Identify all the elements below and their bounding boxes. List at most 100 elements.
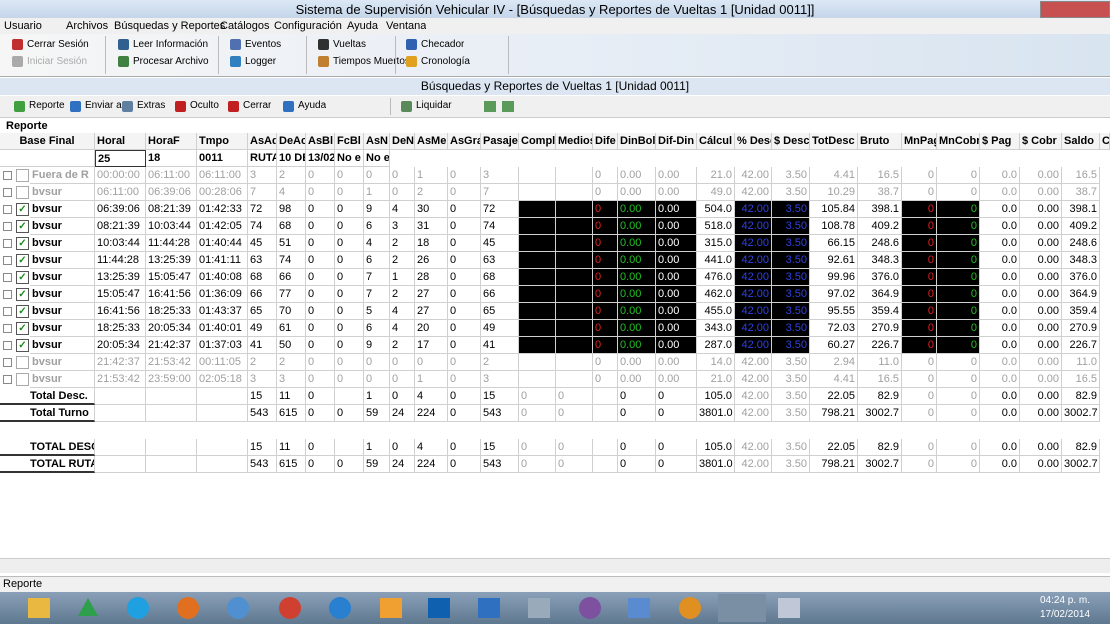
row-checkbox[interactable]: ✓ bbox=[16, 322, 29, 335]
ribbon-button[interactable]: Cerrar Sesión bbox=[27, 39, 89, 50]
ribbon-button[interactable]: Iniciar Sesión bbox=[27, 56, 88, 67]
row-checkbox[interactable] bbox=[16, 169, 29, 182]
column-header[interactable]: Medios bbox=[556, 133, 593, 150]
row-checkbox[interactable]: ✓ bbox=[16, 254, 29, 267]
filter-cell[interactable]: 13/02 bbox=[306, 150, 335, 167]
ribbon-icon[interactable] bbox=[230, 39, 241, 50]
column-header[interactable]: Bruto bbox=[858, 133, 902, 150]
column-header[interactable]: TotDesc bbox=[810, 133, 858, 150]
row-checkbox[interactable]: ✓ bbox=[16, 237, 29, 250]
column-header[interactable]: % Desc bbox=[735, 133, 772, 150]
column-header[interactable]: AsMe bbox=[415, 133, 448, 150]
toolbar-icon[interactable] bbox=[122, 101, 133, 112]
ribbon-icon[interactable] bbox=[318, 56, 329, 67]
ribbon-icon[interactable] bbox=[118, 56, 129, 67]
toolbar-button[interactable]: Cerrar bbox=[243, 100, 272, 111]
column-header[interactable]: Tmpo bbox=[197, 133, 248, 150]
app-icon-2[interactable] bbox=[628, 598, 650, 618]
row-checkbox[interactable]: ✓ bbox=[16, 271, 29, 284]
toolbar-button[interactable]: Ayuda bbox=[298, 100, 327, 111]
firefox-icon[interactable] bbox=[177, 597, 199, 619]
menu-item[interactable]: Ayuda bbox=[347, 20, 378, 32]
horizontal-scrollbar[interactable] bbox=[0, 558, 1110, 573]
ribbon-icon[interactable] bbox=[12, 56, 23, 67]
column-header[interactable]: MnPag bbox=[902, 133, 937, 150]
ribbon-icon[interactable] bbox=[230, 56, 241, 67]
filter-cell[interactable]: No e bbox=[364, 150, 390, 167]
toolbar-icon[interactable] bbox=[175, 101, 186, 112]
filter-cell[interactable]: No e bbox=[335, 150, 364, 167]
ribbon-button[interactable]: Tiempos Muertos bbox=[333, 56, 410, 67]
viber-icon[interactable] bbox=[579, 597, 601, 619]
row-checkbox[interactable]: ✓ bbox=[16, 203, 29, 216]
toolbar-icon[interactable] bbox=[283, 101, 294, 112]
column-header[interactable]: C bbox=[1100, 133, 1110, 150]
toolbar-button[interactable]: Liquidar bbox=[416, 100, 452, 111]
expander[interactable] bbox=[3, 324, 12, 333]
folder-icon[interactable] bbox=[28, 598, 50, 618]
column-header[interactable]: Dife bbox=[593, 133, 618, 150]
app-icon-3[interactable] bbox=[679, 597, 701, 619]
drive-icon[interactable] bbox=[78, 598, 98, 616]
expander[interactable] bbox=[3, 256, 12, 265]
column-header[interactable]: AsN bbox=[364, 133, 390, 150]
column-header[interactable]: DeAc bbox=[277, 133, 306, 150]
ribbon-button[interactable]: Leer Información bbox=[133, 39, 209, 50]
ribbon-button[interactable]: Checador bbox=[421, 39, 465, 50]
row-checkbox[interactable]: ✓ bbox=[16, 339, 29, 352]
column-header[interactable]: FcBl bbox=[335, 133, 364, 150]
toolbar-icon[interactable] bbox=[14, 101, 25, 112]
filter-cell[interactable]: 18 bbox=[146, 150, 197, 167]
ribbon-button[interactable]: Vueltas bbox=[333, 39, 366, 50]
column-header[interactable]: $ Desc bbox=[772, 133, 810, 150]
column-header[interactable]: Cálcul bbox=[697, 133, 735, 150]
filter-cell[interactable]: 25 bbox=[95, 150, 146, 167]
ribbon-button[interactable]: Eventos bbox=[245, 39, 282, 50]
active-app[interactable] bbox=[718, 594, 766, 622]
column-header[interactable]: Compl bbox=[519, 133, 556, 150]
column-header[interactable]: DeN bbox=[390, 133, 415, 150]
filter-cell[interactable]: 0011 bbox=[197, 150, 248, 167]
filter-cell[interactable]: 10 DE bbox=[277, 150, 306, 167]
ribbon-icon[interactable] bbox=[12, 39, 23, 50]
column-header[interactable]: Saldo bbox=[1062, 133, 1100, 150]
column-header[interactable]: $ Cobr bbox=[1020, 133, 1062, 150]
expander[interactable] bbox=[3, 171, 12, 180]
row-checkbox[interactable]: ✓ bbox=[16, 220, 29, 233]
toolbar-button[interactable]: Reporte bbox=[29, 100, 65, 111]
ribbon-icon[interactable] bbox=[406, 39, 417, 50]
toolbar-button[interactable]: Oculto bbox=[190, 100, 219, 111]
column-header[interactable]: Pasaje bbox=[481, 133, 519, 150]
toolbar-icon[interactable] bbox=[401, 101, 412, 112]
toolbar-button[interactable]: Enviar a bbox=[85, 100, 122, 111]
column-header[interactable]: HoraF bbox=[146, 133, 197, 150]
column-header[interactable]: AsBl bbox=[306, 133, 335, 150]
toolbar-icon[interactable] bbox=[70, 101, 81, 112]
skype-icon[interactable] bbox=[127, 597, 149, 619]
ribbon-button[interactable]: Procesar Archivo bbox=[133, 56, 209, 67]
column-header[interactable]: MnCobr bbox=[937, 133, 980, 150]
filter-cell[interactable]: RUTA bbox=[248, 150, 277, 167]
window-controls[interactable] bbox=[1040, 1, 1110, 18]
menu-item[interactable]: Búsquedas y Reportes bbox=[114, 20, 226, 32]
row-checkbox[interactable]: ✓ bbox=[16, 305, 29, 318]
chrome-icon[interactable] bbox=[279, 597, 301, 619]
ribbon-icon[interactable] bbox=[118, 39, 129, 50]
ribbon-icon[interactable] bbox=[406, 56, 417, 67]
menu-item[interactable]: Ventana bbox=[386, 20, 427, 32]
toolbar-button[interactable]: Extras bbox=[137, 100, 166, 111]
expander[interactable] bbox=[3, 222, 12, 231]
expander[interactable] bbox=[3, 341, 12, 350]
column-header[interactable]: AsAd bbox=[248, 133, 277, 150]
column-header[interactable]: Base Final bbox=[0, 133, 95, 150]
app-icon[interactable] bbox=[380, 598, 402, 618]
nav-icon[interactable] bbox=[484, 101, 496, 112]
ribbon-button[interactable]: Logger bbox=[245, 56, 277, 67]
menu-item[interactable]: Catálogos bbox=[220, 20, 270, 32]
row-checkbox[interactable]: ✓ bbox=[16, 288, 29, 301]
outlook-icon[interactable] bbox=[428, 598, 450, 618]
column-header[interactable]: Horal bbox=[95, 133, 146, 150]
safari-icon[interactable] bbox=[227, 597, 249, 619]
toolbar-icon[interactable] bbox=[228, 101, 239, 112]
expander[interactable] bbox=[3, 205, 12, 214]
